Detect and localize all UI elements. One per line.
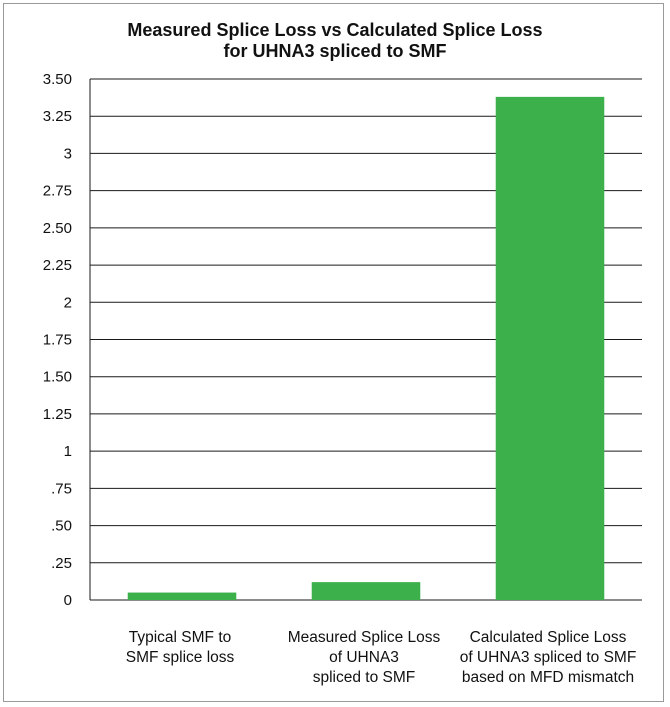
y-tick-label: 3.50 [43, 71, 72, 88]
x-category-label: based on MFD mismatch [462, 669, 634, 686]
y-tick-label: 2.50 [43, 220, 72, 237]
y-tick-label: 1.75 [43, 332, 72, 349]
y-tick-label: .25 [51, 555, 72, 572]
y-tick-label: 1 [64, 443, 72, 460]
x-category-label: Typical SMF to [129, 629, 232, 646]
x-category-label: spliced to SMF [313, 669, 416, 686]
bar [127, 592, 237, 600]
y-tick-label: 1.25 [43, 406, 72, 423]
y-tick-label: 0 [64, 592, 72, 609]
y-tick-label: 3.25 [43, 108, 72, 125]
chart-title-line-2: for UHNA3 spliced to SMF [223, 41, 447, 61]
y-tick-label: 2 [64, 294, 72, 311]
y-tick-label: 2.75 [43, 183, 72, 200]
x-category-label: Calculated Splice Loss [470, 629, 627, 646]
y-tick-label: .75 [51, 480, 72, 497]
chart-title-line-1: Measured Splice Loss vs Calculated Splic… [127, 20, 543, 40]
y-tick-label: 2.25 [43, 257, 72, 274]
y-tick-label: 1.50 [43, 369, 72, 386]
x-category-label: of UHNA3 spliced to SMF [460, 649, 637, 666]
y-tick-label: 3 [64, 145, 72, 162]
x-category-label: of UHNA3 [329, 649, 399, 666]
bar [495, 96, 605, 600]
x-category-label: SMF splice loss [126, 649, 235, 666]
x-category-label: Measured Splice Loss [288, 629, 441, 646]
y-tick-label: .50 [51, 518, 72, 535]
chart-title: Measured Splice Loss vs Calculated Splic… [0, 20, 670, 62]
bar [311, 582, 421, 600]
